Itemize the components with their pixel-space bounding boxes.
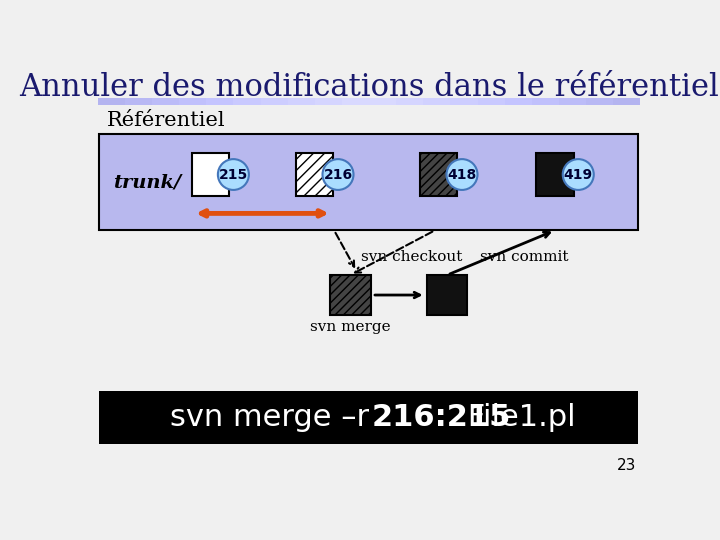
Bar	[451, 98, 477, 105]
Bar	[342, 98, 369, 105]
Circle shape	[218, 159, 249, 190]
Bar	[99, 392, 638, 444]
Bar	[125, 98, 152, 105]
Bar	[152, 98, 179, 105]
Text: 216: 216	[323, 167, 353, 181]
Text: Annuler des modifications dans le référentiel: Annuler des modifications dans le référe…	[19, 72, 719, 103]
Bar	[315, 98, 342, 105]
Text: svn merge –r: svn merge –r	[170, 403, 369, 432]
Bar	[423, 98, 451, 105]
Bar	[98, 98, 125, 105]
Bar	[296, 153, 333, 195]
Text: Référentiel: Référentiel	[107, 111, 225, 130]
Text: 23: 23	[617, 458, 636, 472]
Text: svn checkout: svn checkout	[361, 251, 462, 264]
Bar	[287, 98, 315, 105]
Bar	[559, 98, 586, 105]
Text: 216:215: 216:215	[372, 403, 510, 432]
Bar	[192, 153, 229, 195]
Circle shape	[446, 159, 477, 190]
Bar	[206, 98, 233, 105]
Bar	[427, 275, 467, 315]
Text: File1.pl: File1.pl	[458, 403, 576, 432]
Text: trunk/: trunk/	[113, 173, 181, 191]
Bar	[261, 98, 287, 105]
Text: svn merge: svn merge	[310, 320, 391, 334]
Bar	[369, 98, 396, 105]
Bar	[532, 98, 559, 105]
Circle shape	[323, 159, 354, 190]
Bar	[536, 153, 574, 195]
Bar	[179, 98, 206, 105]
Bar	[420, 153, 457, 195]
Text: 418: 418	[447, 167, 477, 181]
Bar	[396, 98, 423, 105]
Text: svn commit: svn commit	[480, 251, 568, 264]
Circle shape	[563, 159, 594, 190]
Bar	[505, 98, 532, 105]
Bar	[330, 275, 371, 315]
Bar	[586, 98, 613, 105]
Text: 215: 215	[219, 167, 248, 181]
Bar	[477, 98, 505, 105]
Bar	[613, 98, 640, 105]
Bar	[233, 98, 261, 105]
Text: 419: 419	[564, 167, 593, 181]
Bar	[99, 134, 638, 231]
